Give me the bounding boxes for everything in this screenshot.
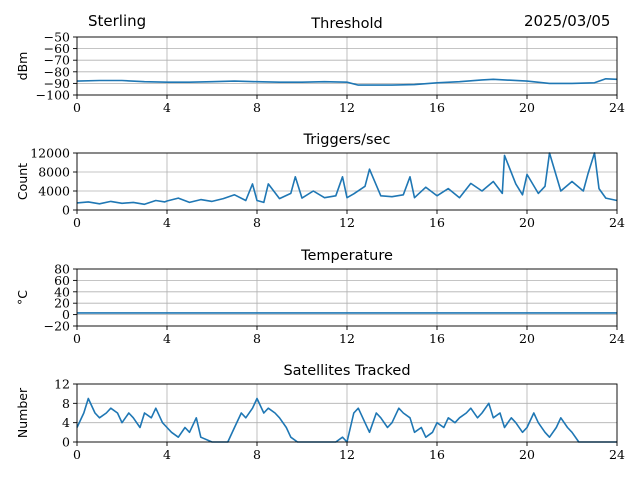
panel-1-y-tick-label: −100: [36, 88, 70, 103]
panel-4-series-line-1: [76, 397, 617, 443]
panel-2-y-tick-label: 12000: [30, 146, 70, 161]
panel-1-x-tick-label: 4: [163, 100, 171, 115]
panel-2-x-tick-label: 0: [73, 215, 81, 230]
panel-2-series-line-1: [76, 152, 618, 206]
panel-3-x-tick-label: 0: [73, 331, 81, 346]
panel-3-y-tick-label: 40: [54, 284, 70, 299]
panel-4-y-tick-label: 12: [54, 377, 70, 392]
panel-1-y-tick-label: −80: [44, 64, 70, 79]
panel-3-y-tick-label: 60: [54, 273, 70, 288]
panel-4-x-tick-label: 16: [429, 447, 445, 462]
panel-3-x-tick-label: 24: [609, 331, 625, 346]
panel-4-y-tick-label: 8: [62, 396, 70, 411]
panel-4-x-tick-label: 24: [609, 447, 625, 462]
panel-3-x-tick-label: 16: [429, 331, 445, 346]
station-label: Sterling: [88, 12, 147, 30]
panel-3-x-tick-label: 12: [339, 331, 355, 346]
panel-2-x-tick-label: 4: [163, 215, 171, 230]
panel-3-x-tick-label: 4: [163, 331, 171, 346]
panel-3-y-tick-label: 20: [54, 296, 70, 311]
panel-3-y-axis-label: °C: [15, 290, 30, 305]
panel-3-x-tick-label: 20: [519, 331, 535, 346]
panel-1-y-tick-label: −70: [44, 53, 70, 68]
panel-3-y-tick-label: 0: [62, 307, 70, 322]
panel-2-y-tick-label: 0: [62, 203, 70, 218]
panel-4-x-tick-label: 12: [339, 447, 355, 462]
panel-1-y-tick-label: −60: [44, 41, 70, 56]
panel-4-y-tick-label: 4: [62, 415, 70, 430]
panel-1-title: Threshold: [310, 16, 382, 32]
panel-1-x-tick-label: 24: [609, 100, 625, 115]
panel-4-x-tick-label: 8: [253, 447, 261, 462]
panel-1-x-tick-label: 12: [339, 100, 355, 115]
panel-4-y-axis-label: Number: [15, 387, 30, 438]
panel-1-y-axis-label: dBm: [15, 52, 30, 81]
date-label: 2025/03/05: [524, 12, 611, 30]
panel-1-series-line-1: [76, 78, 618, 86]
panel-1-x-tick-label: 0: [73, 100, 81, 115]
panel-1-x-tick-label: 16: [429, 100, 445, 115]
panel-2-x-tick-label: 12: [339, 215, 355, 230]
panel-3-y-tick-label: 80: [54, 262, 70, 277]
panel-2-y-tick-label: 8000: [38, 165, 70, 180]
panel-2-y-axis-label: Count: [15, 163, 30, 200]
panel-1-y-tick-label: −90: [44, 76, 70, 91]
panel-3-x-tick-label: 8: [253, 331, 261, 346]
panel-4-y-tick-label: 0: [62, 435, 70, 450]
panel-2-y-tick-label: 4000: [38, 184, 70, 199]
panel-2-x-tick-label: 8: [253, 215, 261, 230]
panel-4-x-tick-label: 20: [519, 447, 535, 462]
panel-1-y-tick-label: −50: [44, 30, 70, 45]
panel-4-x-tick-label: 0: [73, 447, 81, 462]
panel-4-title: Satellites Tracked: [283, 363, 410, 379]
panel-3-y-tick-label: −20: [44, 319, 70, 334]
panel-1-x-tick-label: 8: [253, 100, 261, 115]
panel-1-x-tick-label: 20: [519, 100, 535, 115]
panel-2-x-tick-label: 20: [519, 215, 535, 230]
panel-2-x-tick-label: 24: [609, 215, 625, 230]
panel-2-x-tick-label: 16: [429, 215, 445, 230]
panel-4-x-tick-label: 4: [163, 447, 171, 462]
panel-3-title: Temperature: [300, 248, 393, 264]
panel-2-title: Triggers/sec: [303, 132, 391, 148]
